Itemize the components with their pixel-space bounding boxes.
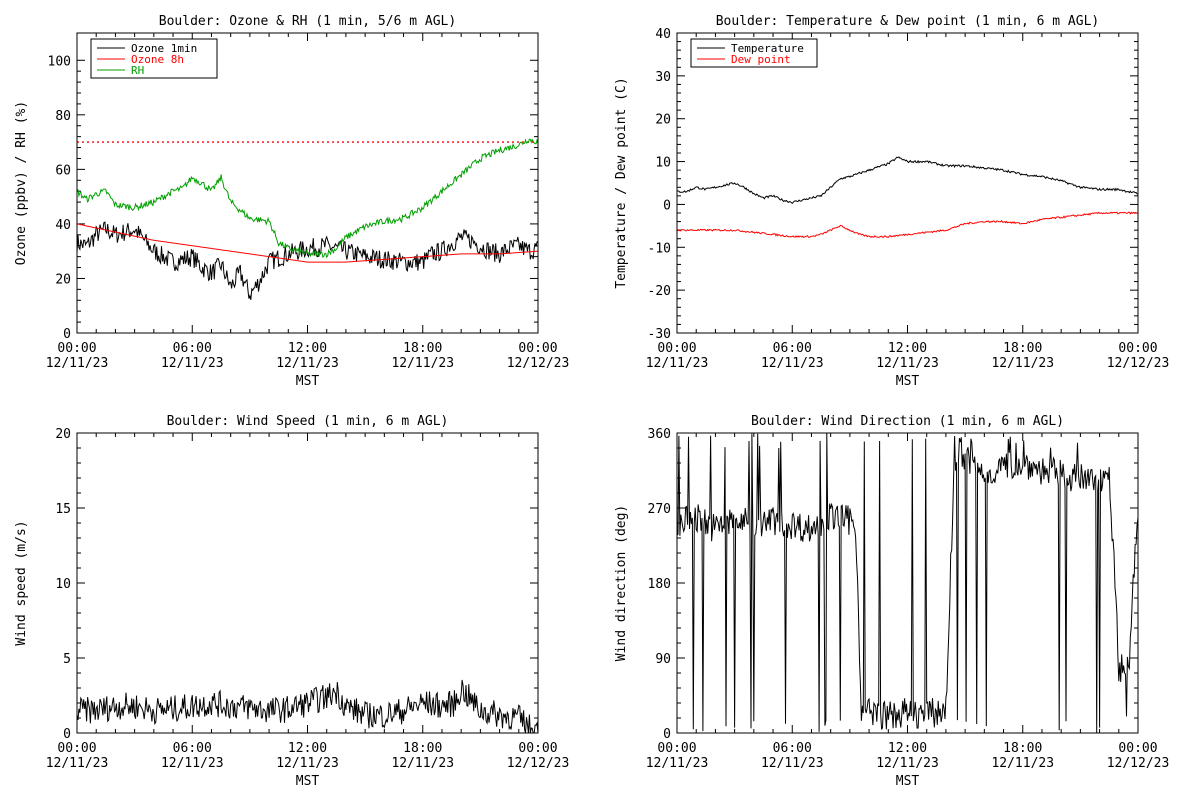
y-tick-label: 10 (55, 577, 71, 592)
chart-panel-3: Boulder: Wind Speed (1 min, 6 m AGL) 0 5 10… (14, 414, 569, 789)
x-tick-date-label: 12/12/23 (1107, 756, 1170, 771)
series-line-series-1 (676, 433, 1139, 733)
y-tick-label: 5 (63, 652, 71, 667)
x-tick-date-label: 12/11/23 (46, 356, 109, 371)
y-tick-label: 360 (648, 427, 671, 442)
y-tick-label: 270 (648, 502, 671, 517)
series-line-temperature (676, 156, 1139, 204)
x-tick-label: 00:00 (657, 741, 696, 756)
y-tick-label: 80 (55, 109, 71, 124)
chart-title: Boulder: Wind Speed (1 min, 6 m AGL) (167, 414, 449, 429)
y-tick-label: 0 (663, 198, 671, 213)
x-tick-label: 12:00 (288, 341, 327, 356)
x-tick-date-label: 12/11/23 (276, 356, 339, 371)
x-tick-date-label: 12/11/23 (46, 756, 109, 771)
chart-panel-4: Boulder: Wind Direction (1 min, 6 m AGL)… (614, 414, 1169, 789)
y-tick-label: 30 (655, 70, 671, 85)
x-tick-date-label: 12/11/23 (161, 756, 224, 771)
y-tick-label: 40 (55, 218, 71, 233)
x-tick-label: 06:00 (173, 741, 212, 756)
x-tick-date-label: 12/11/23 (761, 356, 824, 371)
x-tick-date-label: 12/12/23 (507, 756, 570, 771)
legend-box (690, 38, 818, 68)
x-tick-label: 12:00 (888, 341, 927, 356)
chart-panel-1: Boulder: Ozone & RH (1 min, 5/6 m AGL) 0 2… (14, 14, 569, 389)
x-tick-date-label: 12/11/23 (391, 756, 454, 771)
x-tick-date-label: 12/11/23 (161, 356, 224, 371)
x-axis-label: MST (896, 774, 920, 789)
legend-label: Dew point (731, 53, 791, 66)
series-line-ozone-1min (76, 221, 539, 300)
y-tick-label: -10 (648, 241, 671, 256)
y-tick-label: 20 (55, 272, 71, 287)
y-tick-label: 0 (63, 327, 71, 342)
x-tick-date-label: 12/12/23 (1107, 356, 1170, 371)
x-tick-date-label: 12/11/23 (276, 756, 339, 771)
y-tick-label: 10 (655, 156, 671, 171)
x-tick-label: 12:00 (288, 741, 327, 756)
x-tick-label: 00:00 (518, 741, 557, 756)
x-tick-label: 00:00 (657, 341, 696, 356)
series-line-dew-point (676, 211, 1139, 239)
chart-title: Boulder: Ozone & RH (1 min, 5/6 m AGL) (159, 14, 456, 29)
x-tick-date-label: 12/11/23 (646, 356, 709, 371)
y-axis-label: Wind direction (deg) (614, 505, 629, 662)
series-line-rh (76, 138, 539, 259)
x-tick-label: 18:00 (1003, 741, 1042, 756)
x-tick-label: 00:00 (1118, 741, 1157, 756)
legend-label: Ozone 1min (131, 42, 197, 55)
x-tick-label: 18:00 (403, 741, 442, 756)
plot-frame (676, 432, 1139, 734)
x-tick-date-label: 12/11/23 (391, 356, 454, 371)
y-tick-label: -30 (648, 327, 671, 342)
y-tick-label: 100 (48, 54, 71, 69)
x-tick-date-label: 12/11/23 (761, 756, 824, 771)
x-tick-label: 06:00 (773, 741, 812, 756)
plot-frame (676, 32, 1139, 334)
plot-frame (76, 32, 539, 334)
y-tick-label: -20 (648, 284, 671, 299)
plot-frame (76, 432, 539, 734)
series-line-series-1 (76, 679, 539, 734)
y-axis-label: Ozone (ppbv) / RH (%) (14, 101, 29, 265)
legend-label: Temperature (731, 42, 804, 55)
x-tick-date-label: 12/11/23 (991, 356, 1054, 371)
x-tick-label: 00:00 (57, 341, 96, 356)
chart-title: Boulder: Wind Direction (1 min, 6 m AGL) (751, 414, 1064, 429)
x-tick-label: 06:00 (773, 341, 812, 356)
y-tick-label: 180 (648, 577, 671, 592)
chart-title: Boulder: Temperature & Dew point (1 min,… (716, 14, 1100, 29)
legend-label: RH (131, 64, 144, 77)
y-axis-label: Temperature / Dew point (C) (614, 77, 629, 288)
x-tick-date-label: 12/11/23 (646, 756, 709, 771)
legend-label: Ozone 8h (131, 53, 184, 66)
y-axis-label: Wind speed (m/s) (14, 520, 29, 645)
x-axis-label: MST (296, 774, 320, 789)
x-tick-label: 00:00 (1118, 341, 1157, 356)
x-tick-label: 18:00 (403, 341, 442, 356)
y-tick-label: 90 (655, 652, 671, 667)
x-tick-label: 12:00 (888, 741, 927, 756)
x-axis-label: MST (896, 374, 920, 389)
y-tick-label: 60 (55, 163, 71, 178)
x-tick-date-label: 12/11/23 (876, 356, 939, 371)
y-tick-label: 15 (55, 502, 71, 517)
y-tick-label: 0 (663, 727, 671, 742)
x-tick-date-label: 12/11/23 (876, 756, 939, 771)
x-tick-label: 06:00 (173, 341, 212, 356)
x-tick-date-label: 12/12/23 (507, 356, 570, 371)
y-tick-label: 40 (655, 27, 671, 42)
x-tick-label: 00:00 (57, 741, 96, 756)
y-tick-label: 20 (55, 427, 71, 442)
x-tick-label: 00:00 (518, 341, 557, 356)
x-tick-date-label: 12/11/23 (991, 756, 1054, 771)
x-axis-label: MST (296, 374, 320, 389)
chart-panel-2: Boulder: Temperature & Dew point (1 min,… (614, 14, 1169, 389)
series-line-ozone-8h (76, 223, 539, 263)
x-tick-label: 18:00 (1003, 341, 1042, 356)
y-tick-label: 0 (63, 727, 71, 742)
y-tick-label: 20 (655, 113, 671, 128)
